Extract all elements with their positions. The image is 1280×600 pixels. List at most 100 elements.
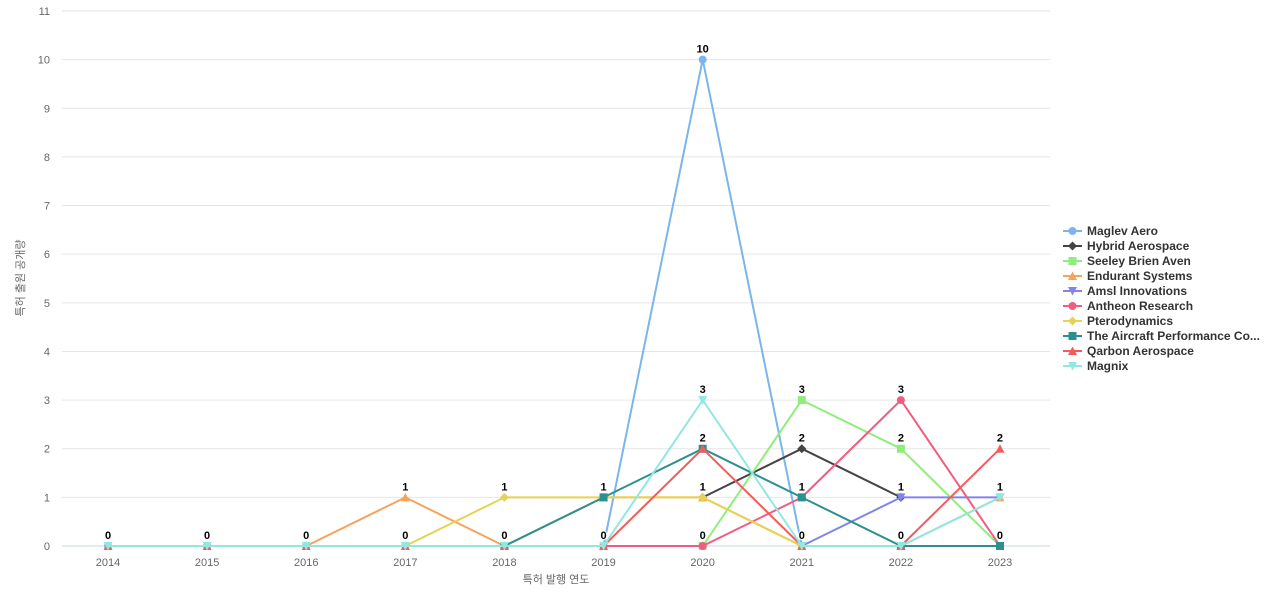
legend-label: Magnix [1087,358,1129,373]
data-label: 2 [799,433,805,445]
data-label: 1 [799,481,805,493]
y-axis-tick-labels: 0 1 2 3 4 5 6 7 8 9 10 11 [38,6,50,553]
series-line [305,496,1001,547]
x-tick-label: 2018 [492,557,516,569]
legend-item-magnix[interactable]: Magnix [1063,358,1260,373]
data-label: 0 [700,530,706,542]
data-point[interactable] [896,493,906,502]
data-point[interactable] [499,542,509,551]
series-line [107,399,1001,547]
legend-marker-shape [1068,346,1077,355]
y-tick-label: 9 [44,103,50,115]
data-point[interactable] [698,55,707,64]
data-point[interactable] [698,542,707,550]
data-point[interactable] [797,396,806,405]
legend-marker-shape [1068,241,1077,250]
data-label: 1 [402,481,408,493]
legend-marker-icon [1063,256,1082,265]
y-tick-label: 6 [44,249,50,261]
x-tick-label: 2021 [790,557,814,569]
y-axis-title: 특허 출원 공개량 [15,239,27,317]
legend-marker-icon [1063,301,1082,310]
x-tick-label: 2020 [690,557,714,569]
data-point[interactable] [599,493,608,502]
legend-item-pterodynamics[interactable]: Pterodynamics [1063,313,1260,328]
legend-item-maglev-aero[interactable]: Maglev Aero [1063,223,1260,238]
legend-label: Pterodynamics [1087,313,1174,328]
legend-label: Amsl Innovations [1087,283,1188,298]
data-point[interactable] [400,542,410,551]
legend-item-the-aircraft-performance-co[interactable]: The Aircraft Performance Co... [1063,328,1260,343]
legend-marker-icon [1063,331,1082,340]
data-point[interactable] [499,492,509,502]
data-point[interactable] [797,542,807,551]
y-tick-label: 10 [38,55,50,67]
x-tick-label: 2017 [393,557,417,569]
x-axis-tick-labels: 2014 2015 2016 2017 2018 2019 2020 2021 2022 2023 [96,557,1012,569]
legend-item-antheon-research[interactable]: Antheon Research [1063,298,1260,313]
legend-label: Endurant Systems [1087,268,1193,283]
gridlines [62,10,1050,547]
data-point[interactable] [797,444,807,454]
x-tick-label: 2016 [294,557,318,569]
data-point[interactable] [995,444,1005,453]
legend-item-seeley-brien-aven[interactable]: Seeley Brien Aven [1063,253,1260,268]
data-label: 0 [105,530,111,542]
data-label: 0 [898,530,904,542]
legend-marker-icon [1063,241,1082,250]
data-point[interactable] [698,444,708,453]
legend-marker-shape [1068,316,1077,325]
data-label: 0 [204,530,210,542]
y-tick-label: 1 [44,492,50,504]
data-label: 1 [501,481,507,493]
data-point[interactable] [896,444,905,453]
legend-label: Maglev Aero [1087,223,1158,238]
data-point[interactable] [400,492,410,502]
data-point[interactable] [797,493,806,502]
data-label: 1 [997,481,1003,493]
data-point[interactable] [698,492,708,502]
data-label: 0 [997,530,1003,542]
data-point[interactable] [599,542,609,551]
x-tick-label: 2015 [195,557,219,569]
x-tick-label: 2014 [96,557,120,569]
legend-marker-shape [1068,256,1077,265]
data-point[interactable] [103,542,113,551]
legend-marker-shape [1068,331,1077,340]
data-point[interactable] [896,396,905,405]
legend-item-amsl-innovations[interactable]: Amsl Innovations [1063,283,1260,298]
series-magnix [103,396,1005,551]
data-point[interactable] [202,542,212,551]
data-label: 0 [501,530,507,542]
data-label: 1 [600,481,606,493]
legend-marker-icon [1063,316,1082,325]
data-point[interactable] [995,542,1004,550]
data-label: 2 [700,433,706,445]
series-line [602,399,1001,547]
legend-marker-icon [1063,286,1082,295]
x-tick-label: 2022 [889,557,913,569]
legend-marker-shape [1068,226,1077,235]
data-point[interactable] [301,542,311,551]
data-point[interactable] [995,493,1005,502]
legend-label: Hybrid Aerospace [1087,238,1190,253]
legend-marker-shape [1068,271,1077,280]
data-label: 0 [799,530,805,542]
series-antheon-research [599,396,1004,550]
data-label: 0 [600,530,606,542]
legend-item-hybrid-aerospace[interactable]: Hybrid Aerospace [1063,238,1260,253]
data-point[interactable] [896,542,906,551]
legend-item-endurant-systems[interactable]: Endurant Systems [1063,268,1260,283]
legend-marker-icon [1063,226,1082,235]
legend-label: The Aircraft Performance Co... [1087,328,1260,343]
legend-label: Antheon Research [1087,298,1194,313]
legend-marker-shape [1068,286,1077,295]
x-tick-label: 2023 [988,557,1012,569]
y-tick-label: 2 [44,444,50,456]
legend-item-qarbon-aerospace[interactable]: Qarbon Aerospace [1063,343,1260,358]
legend-marker-icon [1063,346,1082,355]
data-point[interactable] [698,396,708,405]
data-label: 1 [898,481,904,493]
